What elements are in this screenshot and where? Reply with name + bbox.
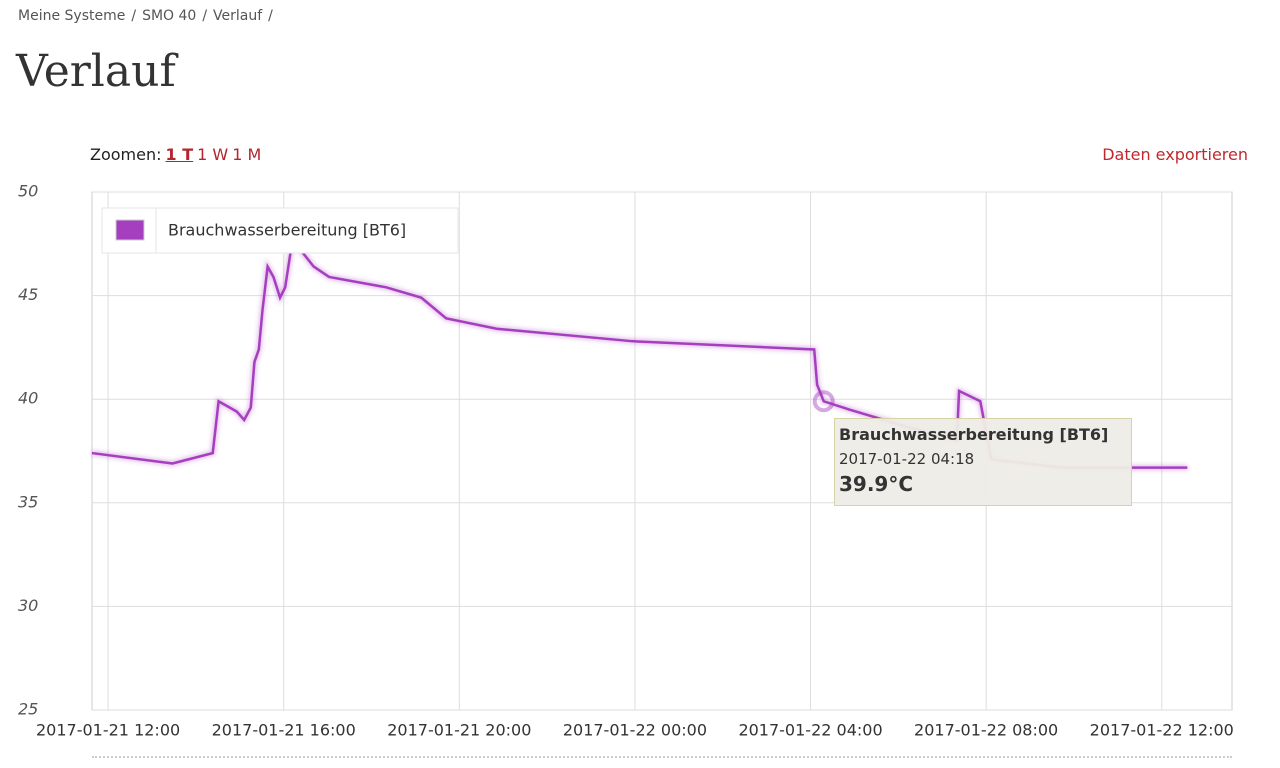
heading: Verlauf	[16, 46, 176, 97]
breadcrumb-item: Verlauf	[213, 8, 263, 24]
y-tick-label: 45	[18, 285, 38, 304]
separator: /	[131, 8, 137, 24]
divider	[92, 756, 1232, 758]
x-tick-label: 2017-01-21 12:00	[36, 721, 180, 740]
y-tick-label: 35	[18, 492, 38, 511]
zoom-option[interactable]: 1 W	[197, 145, 229, 164]
y-tick-label: 25	[18, 700, 38, 719]
breadcrumb-item: SMO 40	[142, 8, 197, 24]
breadcrumb: Meine Systeme / SMO 40 / Verlauf /	[18, 8, 279, 24]
separator: /	[202, 8, 208, 24]
hover-marker	[812, 390, 835, 413]
legend-label: Brauchwasserbereitung [BT6]	[168, 221, 406, 240]
y-tick-label: 40	[18, 389, 38, 408]
zoom-option[interactable]: 1 T	[165, 145, 194, 164]
x-tick-label: 2017-01-22 00:00	[563, 721, 707, 740]
breadcrumb-item: Meine Systeme	[18, 8, 126, 24]
x-tick-label: 2017-01-22 04:00	[738, 721, 882, 740]
x-tick-label: 2017-01-22 12:00	[1090, 721, 1234, 740]
legend-box	[101, 207, 459, 254]
export-link[interactable]: Daten exportieren	[1102, 145, 1248, 164]
tooltip: Brauchwasserbereitung [BT6] 2017-01-22 0…	[834, 418, 1132, 506]
zoom-label: Zoomen:	[90, 145, 162, 164]
zoom-option[interactable]: 1 M	[232, 145, 262, 164]
x-tick-label: 2017-01-21 16:00	[212, 721, 356, 740]
x-tick-label: 2017-01-21 20:00	[387, 721, 531, 740]
legend-swatch	[115, 219, 145, 241]
tooltip-date: 2017-01-22 04:18	[839, 450, 975, 468]
tooltip-title: Brauchwasserbereitung [BT6]	[839, 425, 1109, 444]
y-tick-label: 30	[18, 596, 38, 615]
separator: /	[268, 8, 273, 24]
x-tick-label: 2017-01-22 08:00	[914, 721, 1058, 740]
y-tick-label: 50	[18, 182, 38, 201]
tooltip-value: 39.9°C	[839, 472, 914, 496]
